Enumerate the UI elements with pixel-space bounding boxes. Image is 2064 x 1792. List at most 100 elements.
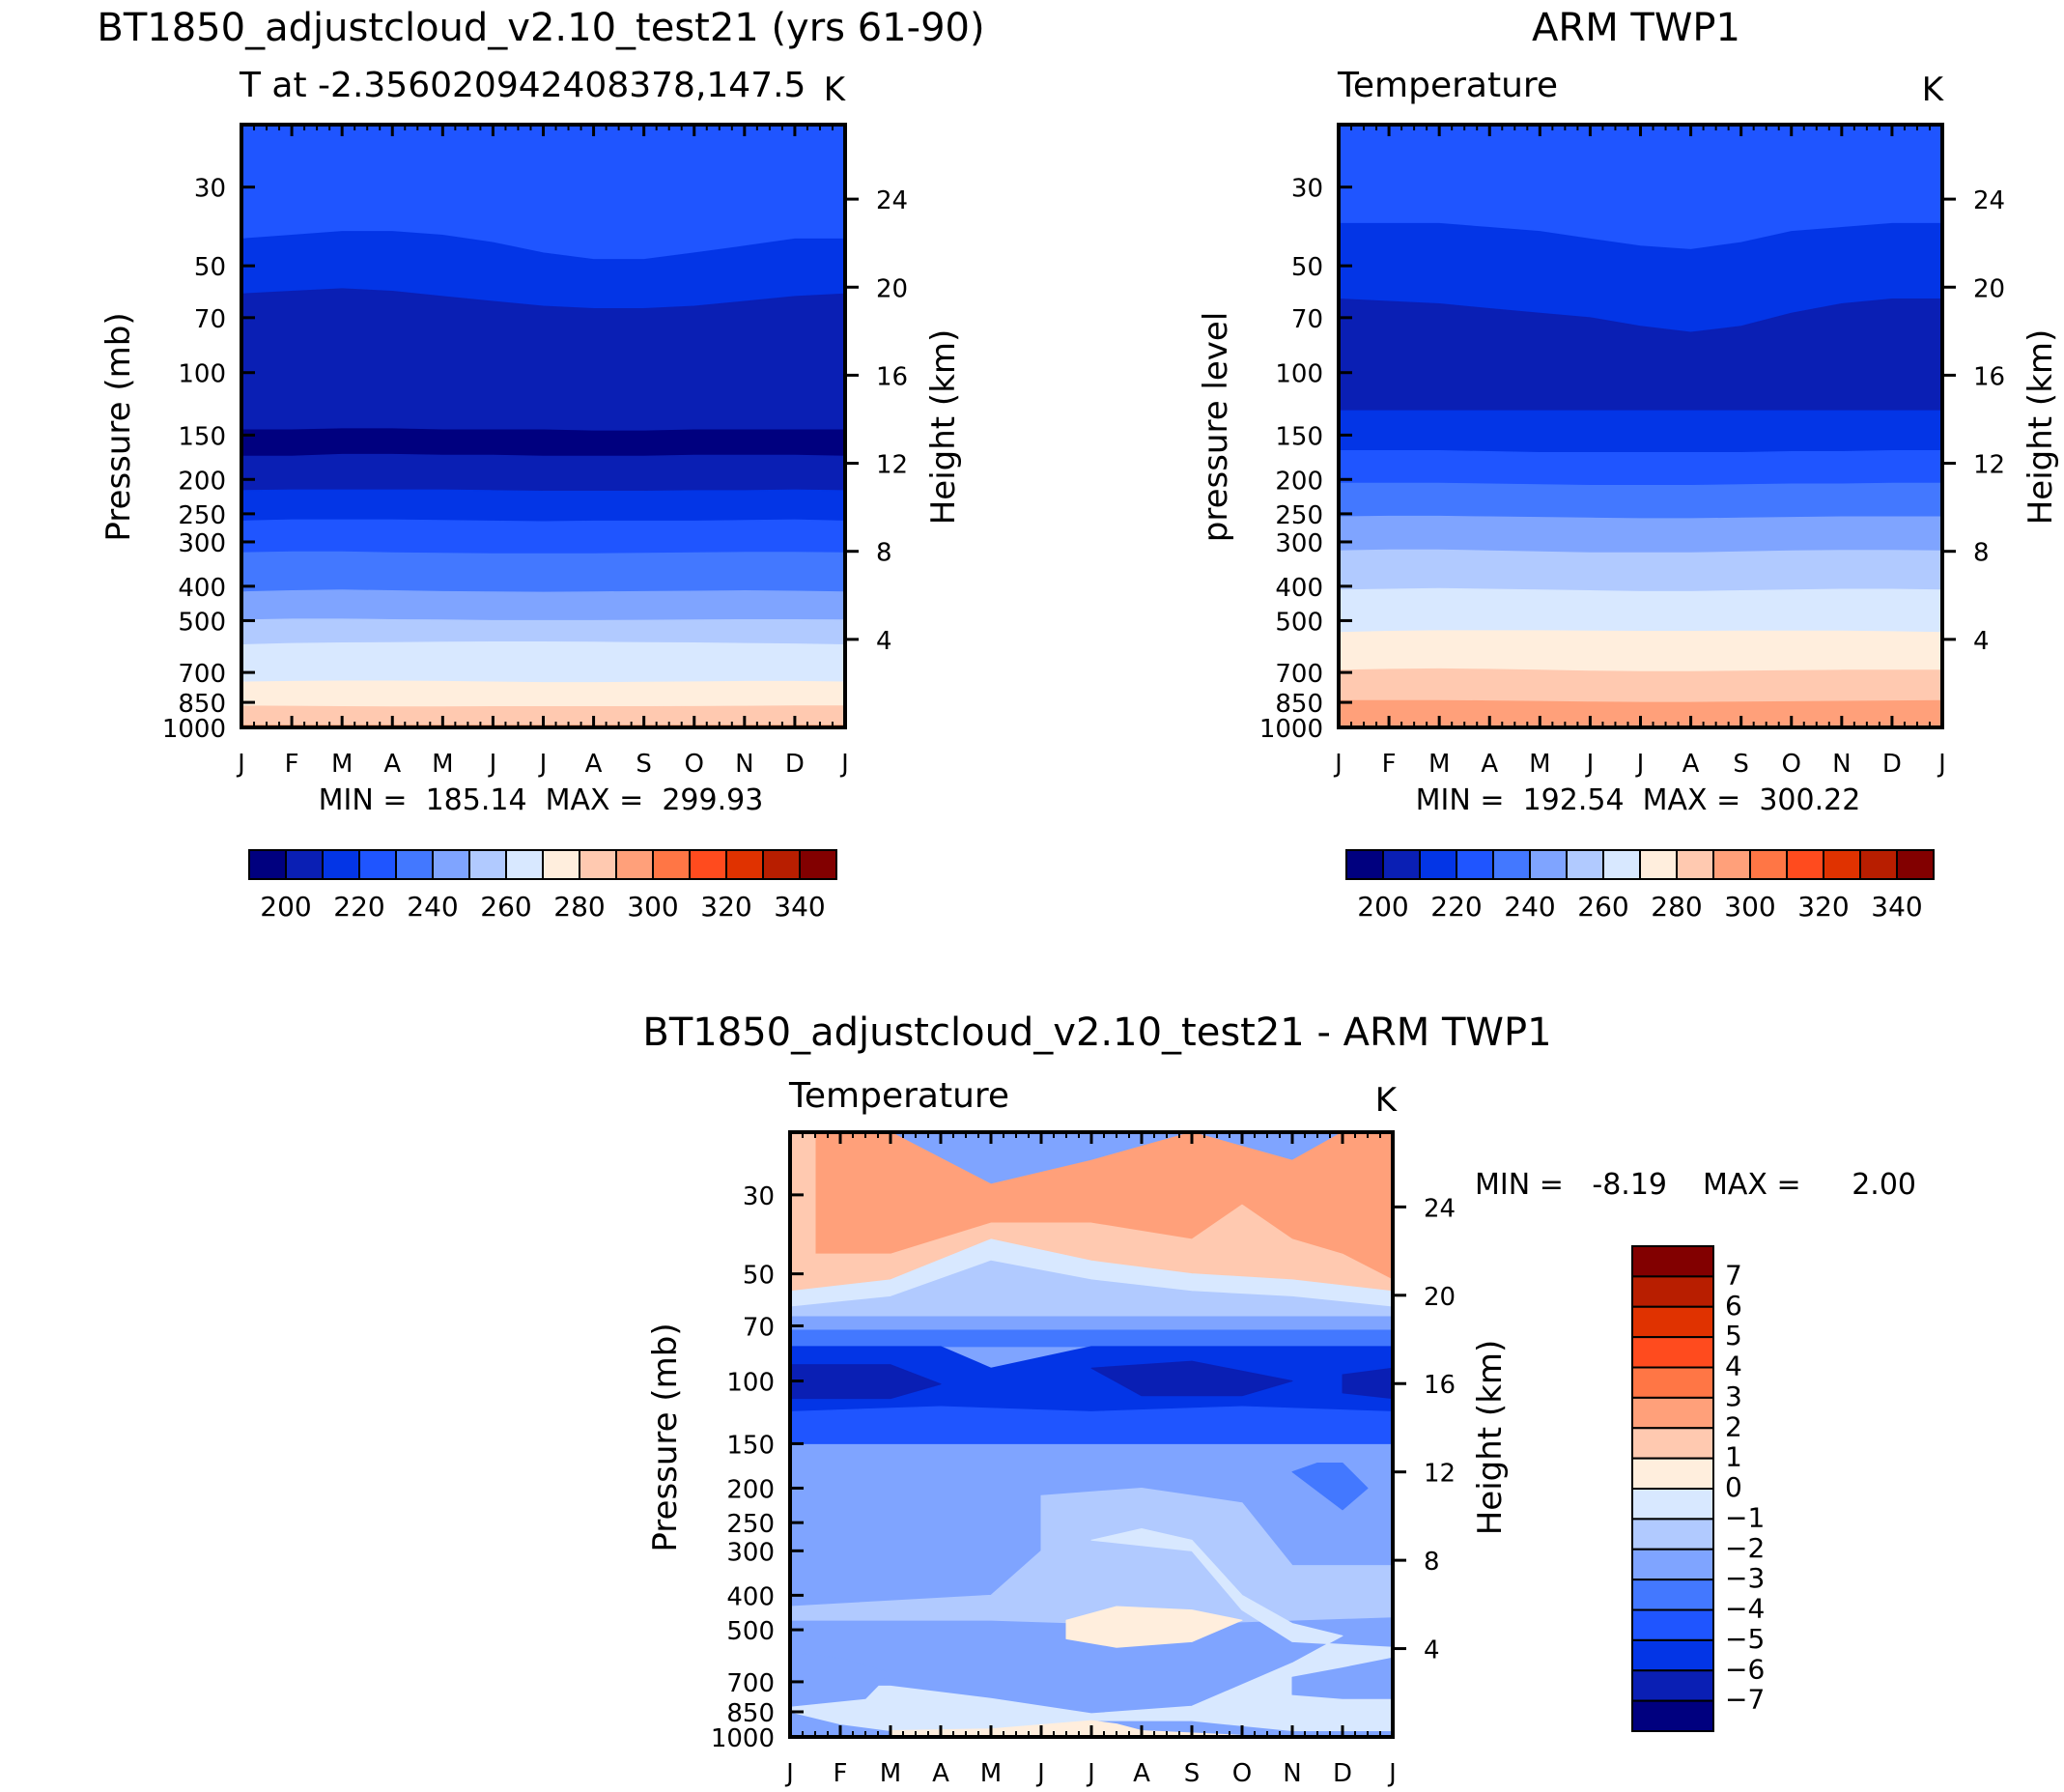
diff-ytick-label: 1000 — [711, 1724, 775, 1753]
diff-xtick-label: A — [1133, 1759, 1150, 1788]
diff-contour-region — [790, 1364, 942, 1400]
model-contour-band — [241, 519, 845, 555]
diff-ylabel: Pressure (mb) — [646, 1323, 685, 1551]
obs-colorbar-box — [1566, 849, 1604, 880]
model-frame — [240, 123, 847, 729]
diff-ytick-label: 400 — [726, 1582, 775, 1611]
model-colorbar-box — [579, 849, 617, 880]
model-colorbar-label: 260 — [480, 891, 531, 923]
obs-xtick-label: S — [1733, 750, 1749, 779]
diff-contour-region — [790, 1406, 1393, 1444]
obs-subtitle: Temperature — [1337, 66, 1558, 105]
obs-colorbar-label: 260 — [1577, 891, 1628, 923]
diff-colorbar-label: 6 — [1725, 1290, 1742, 1322]
model-contour-band — [241, 453, 845, 493]
obs-colorbar-label: 280 — [1651, 891, 1702, 923]
model-xtick-label: O — [685, 750, 704, 779]
diff-colorbar-box — [1631, 1518, 1714, 1550]
obs-xtick-label: A — [1481, 750, 1498, 779]
obs-colorbar-box — [1345, 849, 1384, 880]
model-htick-label: 16 — [876, 362, 908, 391]
diff-plot-area — [790, 1132, 1393, 1737]
obs-colorbar-label: 220 — [1430, 891, 1482, 923]
model-panel-title: BT1850_adjustcloud_v2.10_test21 (yrs 61-… — [97, 6, 984, 50]
obs-xtick-label: F — [1382, 750, 1397, 779]
diff-htick-label: 20 — [1424, 1283, 1456, 1312]
diff-colorbar-label: 2 — [1725, 1410, 1742, 1442]
diff-contour-region — [1342, 1367, 1393, 1400]
obs-colorbar-box — [1456, 849, 1494, 880]
obs-xtick-label: J — [1937, 750, 1946, 779]
diff-contour-region — [1065, 1606, 1243, 1648]
obs-units: K — [1922, 71, 1945, 109]
obs-ytick-label: 500 — [1275, 608, 1323, 637]
model-htick-label: 8 — [876, 539, 892, 568]
diff-contour-region — [1291, 1657, 1393, 1699]
model-xtick-label: N — [735, 750, 753, 779]
diff-ytick-label: 300 — [726, 1538, 775, 1567]
model-xtick-label: J — [236, 750, 245, 779]
model-ytick-label: 1000 — [162, 715, 226, 744]
model-xtick-label: J — [488, 750, 497, 779]
diff-xtick-label: M — [980, 1759, 1002, 1788]
obs-htick-label: 16 — [1973, 362, 2005, 391]
model-xtick-label: A — [585, 750, 603, 779]
model-plot-area — [241, 125, 845, 727]
obs-xtick-label: M — [1428, 750, 1450, 779]
obs-panel-title: ARM TWP1 — [1532, 6, 1740, 50]
obs-colorbar-box — [1859, 849, 1898, 880]
obs-htick-label: 20 — [1973, 274, 2005, 303]
model-colorbar-box — [432, 849, 470, 880]
diff-colorbar-label: 7 — [1725, 1259, 1742, 1291]
model-ytick-label: 850 — [178, 690, 226, 719]
obs-xtick-label: O — [1782, 750, 1801, 779]
obs-colorbar-box — [1896, 849, 1935, 880]
diff-contour-region — [1291, 1462, 1369, 1511]
diff-colorbar-box — [1631, 1548, 1714, 1581]
model-ytick-label: 700 — [178, 660, 226, 689]
model-colorbar-box — [395, 849, 434, 880]
obs-ylabel-right: Height (km) — [2022, 329, 2060, 526]
diff-ytick-label: 700 — [726, 1669, 775, 1698]
model-colorbar-box — [615, 849, 654, 880]
diff-htick-label: 24 — [1424, 1194, 1456, 1223]
diff-xtick-label: J — [1035, 1759, 1045, 1788]
diff-colorbar-label: −5 — [1725, 1623, 1765, 1655]
model-colorbar-box — [799, 849, 837, 880]
model-ylabel: Pressure (mb) — [99, 312, 138, 541]
diff-ytick-label: 500 — [726, 1617, 775, 1646]
diff-colorbar-box — [1631, 1488, 1714, 1521]
model-xtick-label: A — [383, 750, 401, 779]
diff-xtick-label: D — [1333, 1759, 1352, 1788]
diff-colorbar-label: 0 — [1725, 1471, 1742, 1503]
obs-xtick-label: D — [1882, 750, 1902, 779]
model-xtick-label: D — [785, 750, 805, 779]
model-contour-band — [241, 589, 845, 621]
diff-colorbar-label: −1 — [1725, 1501, 1765, 1533]
diff-xtick-label: O — [1232, 1759, 1252, 1788]
model-colorbar-box — [468, 849, 507, 880]
model-colorbar-box — [505, 849, 544, 880]
model-colorbar-box — [322, 849, 360, 880]
diff-colorbar-box — [1631, 1275, 1714, 1308]
obs-stats: MIN = 192.54 MAX = 300.22 — [1416, 783, 1861, 817]
model-contour-band — [241, 640, 845, 684]
diff-contour-region — [1090, 1360, 1293, 1397]
model-colorbar-box — [248, 849, 287, 880]
model-stats: MIN = 185.14 MAX = 299.93 — [319, 783, 764, 817]
model-xtick-label: M — [432, 750, 453, 779]
obs-colorbar-box — [1529, 849, 1568, 880]
diff-colorbar-label: 3 — [1725, 1380, 1742, 1412]
obs-htick-label: 4 — [1973, 627, 1990, 656]
model-contour-band — [241, 680, 845, 708]
diff-colorbar-box — [1631, 1396, 1714, 1430]
model-colorbar-label: 220 — [333, 891, 384, 923]
model-colorbar-box — [358, 849, 397, 880]
model-colorbar-label: 200 — [260, 891, 311, 923]
diff-colorbar-label: −2 — [1725, 1532, 1765, 1564]
model-ylabel-right: Height (km) — [924, 329, 963, 526]
obs-xtick-label: J — [1635, 750, 1645, 779]
model-ytick-label: 500 — [178, 608, 226, 637]
diff-xtick-label: J — [1387, 1759, 1397, 1788]
obs-htick-label: 24 — [1973, 186, 2005, 215]
